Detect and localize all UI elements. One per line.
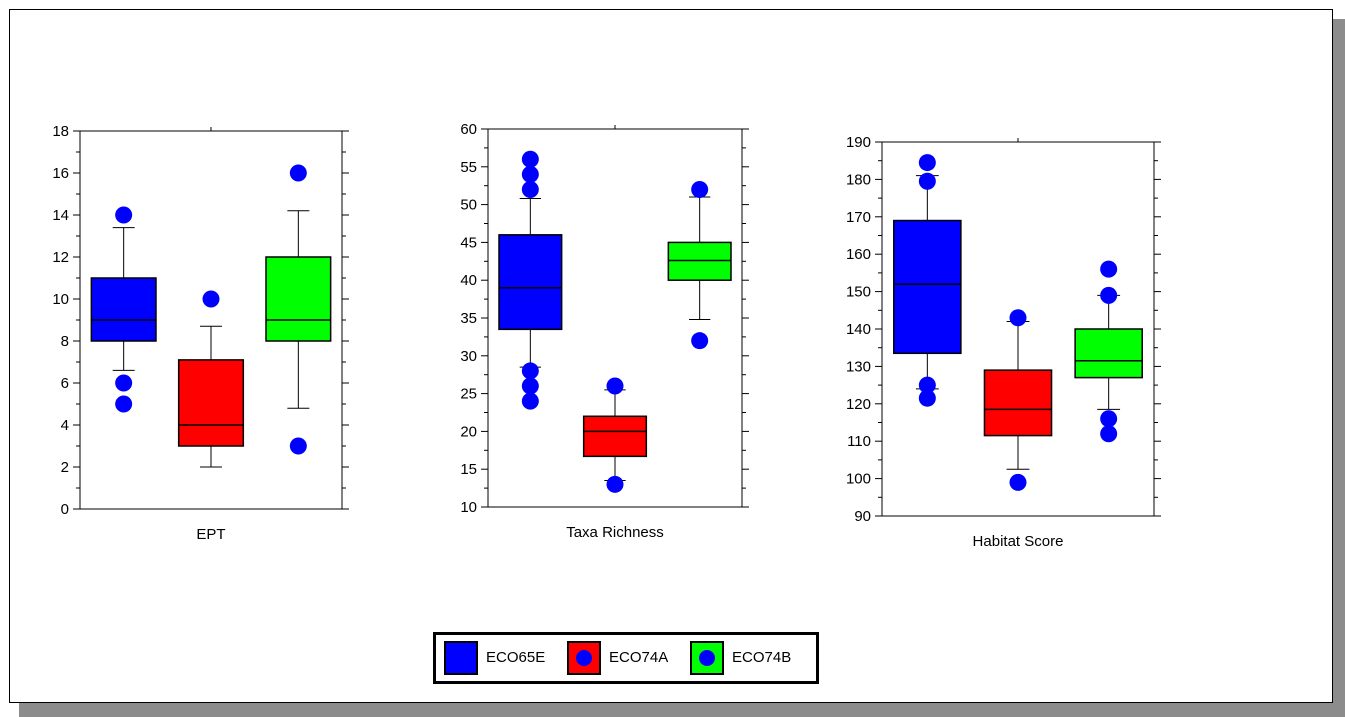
y-tick-label: 14 (52, 207, 69, 224)
y-tick-label: 0 (61, 501, 69, 518)
y-tick-label: 55 (460, 159, 477, 176)
y-tick-label: 8 (61, 333, 69, 350)
outlier-point (202, 290, 220, 308)
outlier-point (918, 376, 936, 394)
legend-swatch-eco74a (567, 641, 601, 675)
outlier-point (1100, 260, 1118, 278)
legend-label: ECO65E (486, 649, 546, 666)
outlier-point (115, 395, 133, 413)
box-eco65e (893, 219, 962, 355)
box-eco74b (1074, 328, 1143, 379)
y-tick-label: 150 (846, 284, 871, 301)
boxplot-chart-1: 0 2 4 6 8 10 12 14 16 18 EPT (52, 123, 349, 543)
outlier-point (521, 150, 539, 168)
box-eco74a (983, 369, 1053, 437)
y-tick-label: 10 (460, 499, 477, 516)
outlier-point (115, 206, 133, 224)
legend: ECO65E ECO74A ECO74B (433, 632, 819, 684)
outlier-point (1100, 425, 1118, 443)
outlier-point (1009, 309, 1027, 327)
boxplot-chart-2: 10 15 20 25 30 35 40 45 50 55 60 Taxa Richness (460, 121, 749, 541)
y-tick-label: 16 (52, 165, 69, 182)
y-tick-label: 160 (846, 246, 871, 263)
y-tick-label: 25 (460, 386, 477, 403)
outlier-point (606, 475, 624, 493)
outlier-point (918, 389, 936, 407)
outlier-point (521, 377, 539, 395)
legend-swatch-eco65e (444, 641, 478, 675)
boxplot-chart-3: 90 100 110 120 130 140 150 160 170 180 190 Habitat … (846, 134, 1161, 550)
outlier-point (115, 374, 133, 392)
outlier-point (521, 165, 539, 183)
outlier-point (606, 377, 624, 395)
x-axis-label: EPT (196, 526, 225, 543)
outlier-point (918, 154, 936, 172)
outlier-point (289, 437, 307, 455)
outlier-point (691, 332, 709, 350)
y-tick-label: 130 (846, 358, 871, 375)
outlier-point (1100, 286, 1118, 304)
box-eco74b (667, 241, 732, 281)
box-eco74b (265, 256, 332, 342)
y-tick-label: 110 (847, 433, 871, 450)
box-eco65e (498, 234, 563, 331)
y-tick-label: 60 (460, 121, 477, 138)
outlier-point (1009, 473, 1027, 491)
box-eco65e (90, 277, 157, 342)
y-tick-label: 35 (460, 310, 477, 327)
y-tick-label: 40 (460, 272, 477, 289)
y-tick-label: 6 (61, 375, 69, 392)
outlier-point (521, 180, 539, 198)
y-tick-label: 2 (61, 459, 69, 476)
y-tick-label: 10 (52, 291, 69, 308)
y-tick-label: 4 (61, 417, 69, 434)
outlier-point (1100, 410, 1118, 428)
legend-swatch-eco74b (690, 641, 724, 675)
y-tick-label: 45 (460, 234, 477, 251)
y-tick-label: 90 (854, 508, 871, 525)
box-eco74a (582, 415, 648, 458)
y-tick-label: 20 (460, 423, 477, 440)
box-eco74a (177, 359, 245, 447)
y-tick-label: 30 (460, 348, 477, 365)
x-axis-label: Taxa Richness (566, 524, 664, 541)
x-axis-label: Habitat Score (973, 533, 1064, 550)
y-tick-label: 180 (846, 171, 871, 188)
outlier-point (289, 164, 307, 182)
outlier-point (521, 362, 539, 380)
legend-label: ECO74A (609, 649, 669, 666)
y-tick-label: 15 (460, 461, 477, 478)
legend-marker-dot (699, 650, 715, 666)
legend-label: ECO74B (732, 649, 792, 666)
legend-marker-dot (576, 650, 592, 666)
y-tick-label: 190 (846, 134, 871, 151)
outlier-point (691, 180, 709, 198)
y-tick-label: 18 (52, 123, 69, 140)
y-tick-label: 12 (52, 249, 69, 266)
y-tick-label: 140 (846, 321, 871, 338)
y-tick-label: 50 (460, 197, 477, 214)
y-tick-label: 120 (846, 396, 871, 413)
outlier-point (918, 172, 936, 190)
y-tick-label: 170 (846, 209, 871, 226)
y-tick-label: 100 (846, 471, 871, 488)
outlier-point (521, 392, 539, 410)
